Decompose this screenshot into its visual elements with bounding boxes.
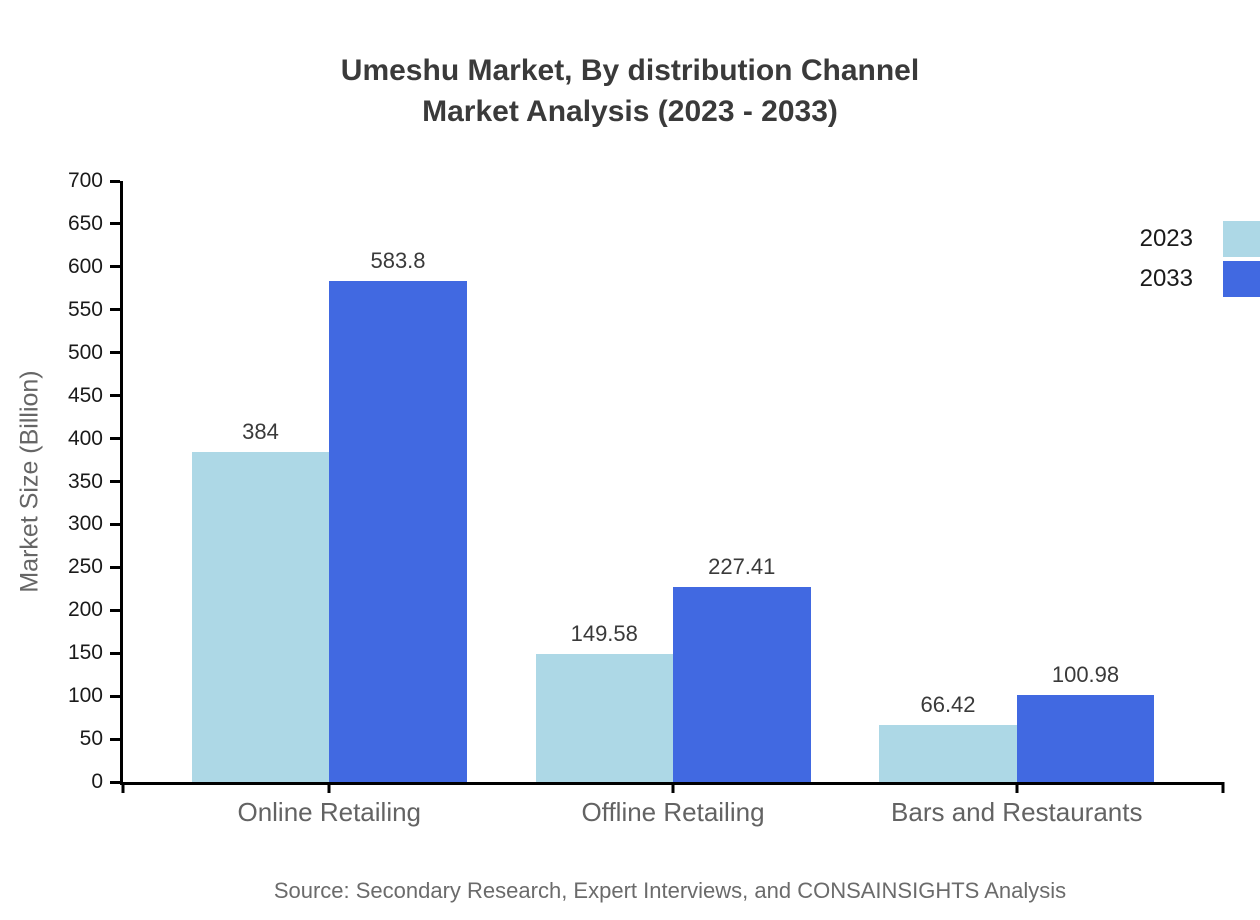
legend: 2023 2033: [1140, 219, 1260, 299]
y-axis-tick: [110, 651, 120, 655]
bar-value-label: 149.58: [570, 620, 638, 646]
y-axis-tick: [110, 308, 120, 312]
y-axis-tick: [110, 480, 120, 483]
y-axis-tick: [110, 522, 120, 526]
bar-2023: [535, 653, 673, 782]
y-axis-tick-label: 300: [67, 512, 103, 536]
x-axis-tick: [327, 782, 331, 793]
y-axis-tick: [110, 737, 120, 741]
bar-value-label: 384: [242, 419, 279, 445]
bar-value-label: 583.8: [370, 247, 426, 273]
bar-value-label: 66.42: [920, 691, 976, 717]
y-axis-tick-label: 700: [67, 169, 103, 192]
x-axis-category-label: Online Retailing: [237, 797, 422, 827]
legend-label: 2033: [1139, 265, 1193, 292]
y-axis-tick-label: 450: [67, 383, 103, 407]
x-axis-tick: [671, 782, 675, 793]
y-axis-tick: [110, 437, 120, 441]
y-axis-tick: [110, 780, 120, 784]
y-axis-tick-label: 150: [67, 641, 103, 665]
bar-slot: 66.42: [879, 181, 1017, 782]
source-note: Source: Secondary Research, Expert Inter…: [273, 878, 1067, 903]
bar-2033: [329, 280, 467, 782]
bar-value-label: 227.41: [708, 553, 776, 579]
bar-groups: 384 583.8 Online Retailing 149.58 227.41 Offl…: [123, 181, 1223, 827]
y-axis-tick-label: 350: [67, 469, 103, 493]
legend-swatch: [1223, 261, 1260, 297]
bar-group: 66.42 100.98 Bars and Restaurants: [879, 181, 1155, 827]
y-axis-tick: [110, 565, 120, 569]
bar-slot: 583.8: [329, 181, 467, 782]
legend-item: 2023: [1140, 219, 1260, 259]
y-axis-tick: [110, 265, 120, 269]
y-axis-tick-label: 400: [67, 426, 103, 450]
x-axis-end-tick: [1221, 782, 1225, 793]
bar-2033: [1016, 695, 1155, 782]
y-axis-tick-label: 550: [67, 297, 103, 321]
bar-slot: 100.98: [1016, 181, 1155, 782]
y-axis-tick: [110, 608, 120, 612]
y-axis-tick-label: 200: [67, 598, 103, 622]
y-axis-tick: [110, 351, 120, 355]
bar-2033: [673, 586, 811, 782]
chart-title: Umeshu Market, By distribution Channel M…: [0, 50, 1260, 132]
bar-slot: 227.41: [673, 181, 811, 782]
bar-group: 384 583.8 Online Retailing: [191, 181, 467, 827]
y-axis-tick-label: 50: [79, 727, 103, 751]
y-axis-tick-label: 600: [67, 254, 103, 278]
legend-item: 2033: [1140, 259, 1260, 299]
y-axis-tick: [110, 394, 120, 398]
y-axis-tick: [110, 222, 120, 226]
y-axis-tick-label: 500: [67, 340, 103, 364]
chart-title-line2: Market Analysis (2023 - 2033): [422, 95, 838, 128]
legend-label: 2023: [1139, 225, 1193, 252]
y-axis-tick-label: 100: [67, 684, 103, 708]
plot-area: 0 50 100 150 200 250 300 350 400 450 500 550 600 650 7…: [68, 169, 1225, 827]
bar-group: 149.58 227.41 Offline Retailing: [535, 181, 811, 827]
bar-slot: 149.58: [535, 181, 673, 782]
chart-title-line1: Umeshu Market, By distribution Channel: [340, 54, 920, 87]
y-axis-tick: [110, 694, 120, 698]
x-axis-category-label: Offline Retailing: [581, 797, 765, 827]
y-axis-tick-label: 0: [91, 770, 103, 793]
bar-value-label: 100.98: [1051, 662, 1120, 688]
bar-slot: 384: [191, 181, 330, 782]
y-axis-tick: [110, 179, 120, 183]
legend-swatch: [1223, 221, 1260, 257]
bar-2023: [879, 724, 1017, 782]
x-axis-category-label: Bars and Restaurants: [891, 797, 1143, 827]
y-axis-tick-label: 650: [67, 211, 103, 235]
y-axis-tick-label: 250: [67, 555, 103, 579]
bar-2023: [191, 452, 330, 782]
x-axis-end-tick: [121, 782, 125, 793]
x-axis-tick: [1015, 782, 1019, 793]
